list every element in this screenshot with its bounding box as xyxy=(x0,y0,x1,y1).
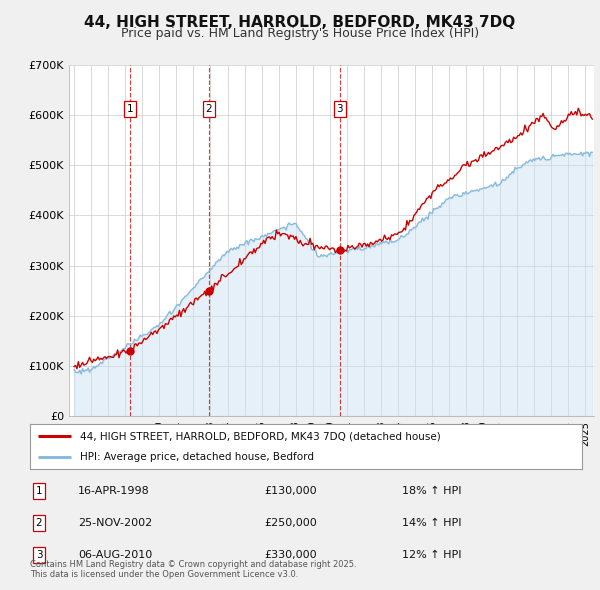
Text: 44, HIGH STREET, HARROLD, BEDFORD, MK43 7DQ (detached house): 44, HIGH STREET, HARROLD, BEDFORD, MK43 … xyxy=(80,431,440,441)
Text: 12% ↑ HPI: 12% ↑ HPI xyxy=(402,550,461,559)
Text: 3: 3 xyxy=(337,104,343,114)
Text: Contains HM Land Registry data © Crown copyright and database right 2025.
This d: Contains HM Land Registry data © Crown c… xyxy=(30,560,356,579)
Text: £130,000: £130,000 xyxy=(264,486,317,496)
Text: 06-AUG-2010: 06-AUG-2010 xyxy=(78,550,152,559)
Text: 44, HIGH STREET, HARROLD, BEDFORD, MK43 7DQ: 44, HIGH STREET, HARROLD, BEDFORD, MK43 … xyxy=(85,15,515,30)
Text: 1: 1 xyxy=(127,104,134,114)
Text: Price paid vs. HM Land Registry's House Price Index (HPI): Price paid vs. HM Land Registry's House … xyxy=(121,27,479,40)
Text: 16-APR-1998: 16-APR-1998 xyxy=(78,486,150,496)
Text: HPI: Average price, detached house, Bedford: HPI: Average price, detached house, Bedf… xyxy=(80,452,314,462)
Text: 3: 3 xyxy=(35,550,43,559)
Text: 25-NOV-2002: 25-NOV-2002 xyxy=(78,518,152,527)
Text: 1: 1 xyxy=(35,486,43,496)
Text: £330,000: £330,000 xyxy=(264,550,317,559)
Text: 2: 2 xyxy=(35,518,43,527)
Text: 2: 2 xyxy=(205,104,212,114)
Text: £250,000: £250,000 xyxy=(264,518,317,527)
Text: 18% ↑ HPI: 18% ↑ HPI xyxy=(402,486,461,496)
Text: 14% ↑ HPI: 14% ↑ HPI xyxy=(402,518,461,527)
